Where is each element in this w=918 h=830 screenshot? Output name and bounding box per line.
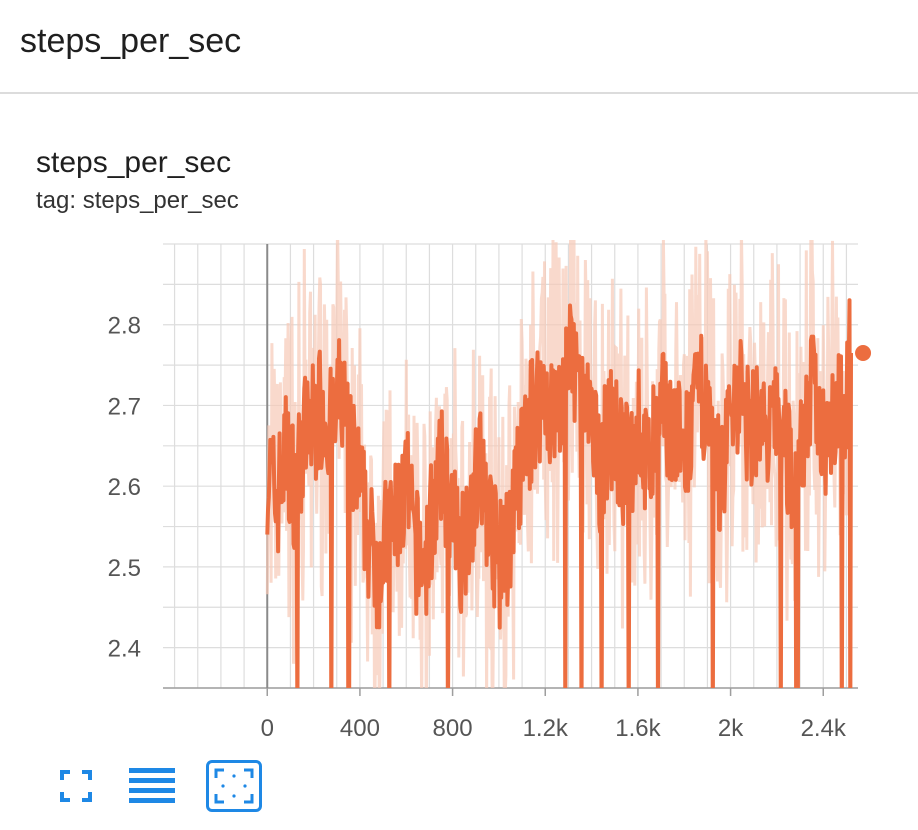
scalar-chart[interactable]: 2.4 2.5 2.6 2.7 2.8 0 400 800 1.2k 1.6k 2k 2.4k (0, 230, 918, 750)
card-tag: tag: steps_per_sec (36, 187, 239, 214)
y-tick-label: 2.8 (108, 313, 141, 340)
card-title: steps_per_sec (36, 146, 232, 179)
y-tick-label: 2.5 (108, 555, 141, 582)
y-tick-label: 2.6 (108, 474, 141, 501)
x-tick-label: 2k (718, 715, 744, 742)
y-tick-label: 2.4 (108, 636, 141, 663)
last-value-point (855, 344, 872, 361)
y-tick-label: 2.7 (108, 393, 141, 420)
expand-icon (60, 770, 92, 802)
panel-header-title: steps_per_sec (20, 22, 242, 60)
x-tick-label: 0 (261, 715, 274, 742)
panel-header: steps_per_sec (0, 0, 918, 94)
x-tick-label: 800 (433, 715, 473, 742)
x-tick-label: 2.4k (801, 715, 847, 742)
x-tick-label: 1.6k (615, 715, 661, 742)
x-tick-label: 1.2k (523, 715, 569, 742)
x-tick-label: 400 (340, 715, 380, 742)
fit-domain-button[interactable] (206, 760, 262, 812)
data-selection-button[interactable] (126, 760, 178, 812)
data-selection-icon (129, 768, 175, 803)
expand-button[interactable] (50, 760, 102, 812)
smoothed-series-line (265, 298, 853, 688)
raw-series-line (265, 240, 853, 688)
fit-domain-icon (214, 768, 254, 804)
